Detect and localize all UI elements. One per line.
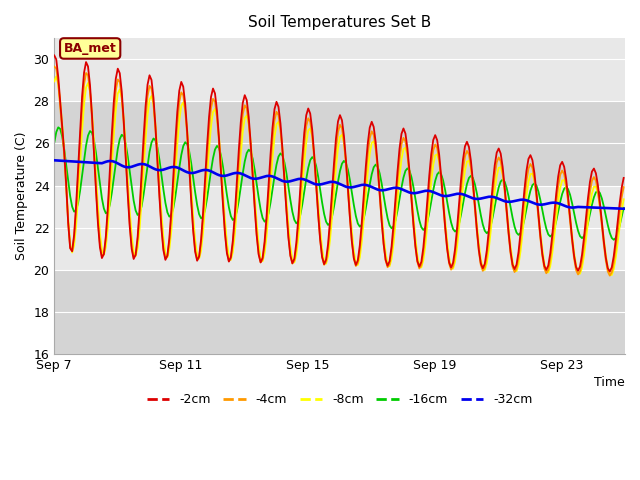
Bar [54,186,625,270]
Bar [54,270,625,354]
Legend: -2cm, -4cm, -8cm, -16cm, -32cm: -2cm, -4cm, -8cm, -16cm, -32cm [141,388,538,411]
Text: Time: Time [595,376,625,389]
Bar [54,38,625,101]
Title: Soil Temperatures Set B: Soil Temperatures Set B [248,15,431,30]
Y-axis label: Soil Temperature (C): Soil Temperature (C) [15,132,28,260]
Bar [54,101,625,186]
Text: BA_met: BA_met [64,42,116,55]
